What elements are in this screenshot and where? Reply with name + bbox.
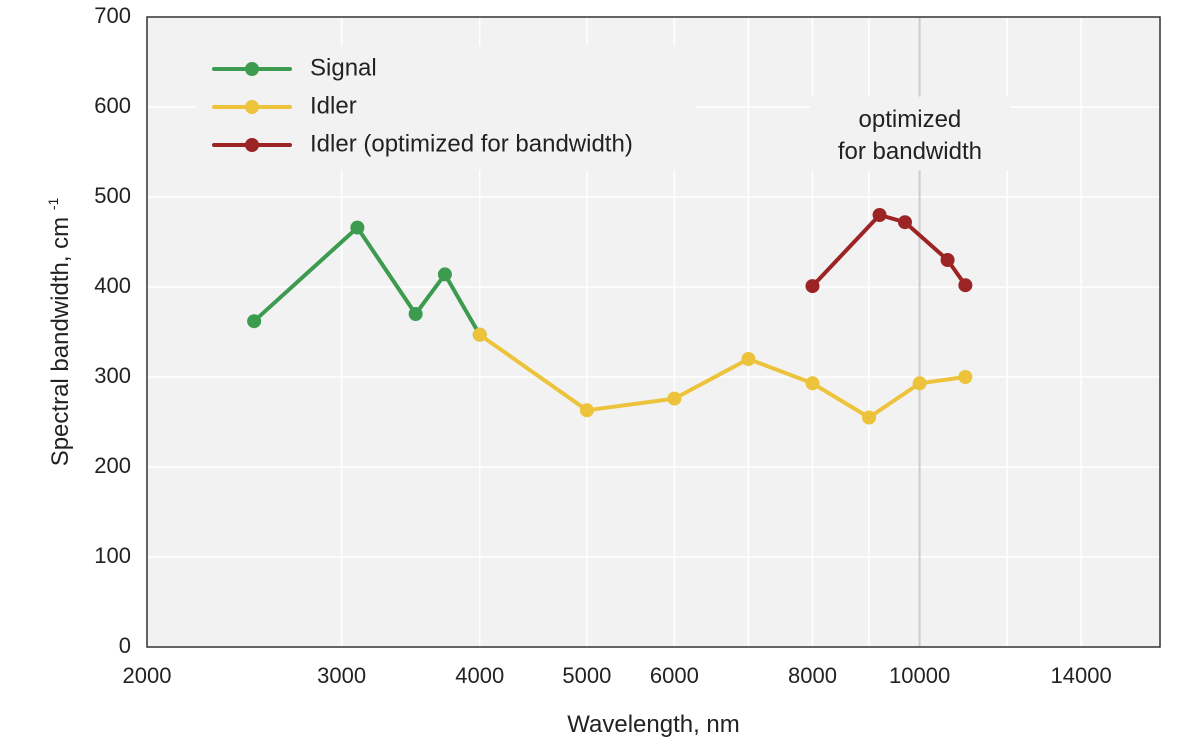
y-tick-label: 300 xyxy=(94,363,131,388)
legend-swatch-marker xyxy=(245,100,259,114)
x-tick-label: 10000 xyxy=(889,663,950,688)
x-tick-label: 8000 xyxy=(788,663,837,688)
y-tick-label: 100 xyxy=(94,543,131,568)
x-tick-label: 2000 xyxy=(123,663,172,688)
data-point xyxy=(872,208,887,222)
data-point xyxy=(897,215,912,230)
y-tick-label: 0 xyxy=(119,633,131,658)
legend-item: Idler (optimized for bandwidth) xyxy=(212,130,633,157)
data-point xyxy=(958,278,973,293)
x-tick-label: 14000 xyxy=(1051,663,1112,688)
data-point xyxy=(437,267,452,282)
data-point xyxy=(805,376,820,391)
data-point xyxy=(958,370,973,384)
legend-label: Idler (optimized for bandwidth) xyxy=(310,130,633,157)
legend-label: Idler xyxy=(310,92,357,119)
data-point xyxy=(247,314,262,329)
tick-labels: 0 100 200 300 400 500 600 700 2000 3000 4000 5000 60… xyxy=(94,3,1111,688)
data-point xyxy=(862,410,877,425)
y-tick-label: 700 xyxy=(94,3,131,28)
y-axis-title-superscript: -1 xyxy=(45,197,61,210)
x-axis-title: Wavelength, nm xyxy=(567,711,740,738)
data-point xyxy=(741,352,756,366)
x-tick-label: 3000 xyxy=(317,663,366,688)
annotation: optimized for bandwidth xyxy=(809,96,1010,171)
legend: Signal Idler Idler (optimized for bandwidt… xyxy=(196,46,696,170)
data-point xyxy=(350,220,365,235)
series-line xyxy=(477,332,968,420)
annotation-line: for bandwidth xyxy=(838,138,982,165)
series-layer xyxy=(247,208,973,425)
data-point xyxy=(408,307,423,321)
annotation-background xyxy=(809,96,1010,171)
legend-label: Signal xyxy=(310,54,377,81)
annotation-layer: optimized for bandwidth xyxy=(809,96,1010,171)
annotation-line: optimized xyxy=(859,106,962,133)
data-point xyxy=(472,327,487,342)
data-point xyxy=(579,403,594,418)
y-tick-label: 200 xyxy=(94,453,131,478)
legend-swatch-marker xyxy=(245,62,259,76)
plot-frame xyxy=(146,16,1161,648)
x-tick-label: 5000 xyxy=(562,663,611,688)
data-point xyxy=(805,279,820,294)
y-tick-label: 500 xyxy=(94,183,131,208)
data-point xyxy=(667,391,682,406)
series-3 xyxy=(805,208,973,294)
x-tick-label: 4000 xyxy=(455,663,504,688)
data-point xyxy=(912,376,927,391)
data-point xyxy=(940,253,955,267)
y-axis-title: Spectral bandwidth, cm -1 xyxy=(45,197,74,466)
y-tick-label: 600 xyxy=(94,93,131,118)
x-tick-label: 6000 xyxy=(650,663,699,688)
legend-swatch-marker xyxy=(245,138,259,152)
y-axis-title-main: Spectral bandwidth, cm xyxy=(47,217,74,466)
legend-item: Idler xyxy=(212,92,357,119)
series-2 xyxy=(472,327,973,425)
y-tick-label: 400 xyxy=(94,273,131,298)
legend-item: Signal xyxy=(212,54,377,81)
